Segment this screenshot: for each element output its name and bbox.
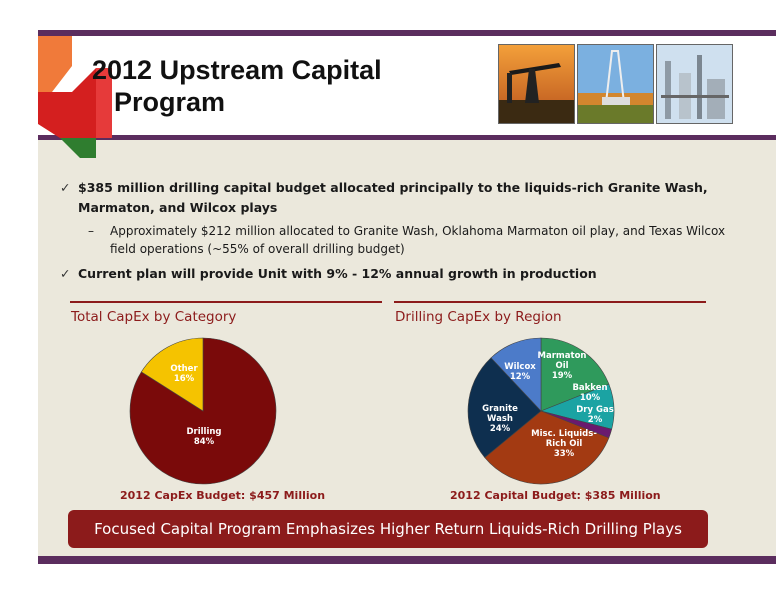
checkmark-icon: ✓ <box>60 180 71 195</box>
title-line-2: Program <box>114 87 226 117</box>
pie-label-bakken: Bakken <box>572 383 607 393</box>
pie-label-other: Other <box>170 364 198 374</box>
bottom-band <box>38 556 776 564</box>
pie-label-drilling: Drilling <box>186 427 221 437</box>
pie-label-other: 16% <box>174 374 195 384</box>
bullet-2: ✓ Current plan will provide Unit with 9%… <box>60 264 750 284</box>
bullet-2-text: Current plan will provide Unit with 9% -… <box>78 266 597 281</box>
unit-corporation-logo <box>38 36 112 158</box>
pie-label-misc-liquids-rich-oil: 33% <box>554 449 575 459</box>
pie-label-granite-wash: Wash <box>487 414 513 424</box>
pie-label-dry-gas: 2% <box>588 415 603 425</box>
title-line-1: 2012 Upstream Capital <box>92 55 382 85</box>
pie-slice-marmaton-oil <box>540 337 610 412</box>
logo-green-shape <box>60 138 96 158</box>
dash-marker: – <box>88 224 94 238</box>
pie-label-marmaton-oil: Marmaton <box>538 351 587 361</box>
page-title: 2012 Upstream Capital Program <box>92 54 422 118</box>
pie-label-misc-liquids-rich-oil: Rich Oil <box>546 439 583 449</box>
logo-orange-shape <box>38 36 72 92</box>
chart-1-rule <box>70 301 382 303</box>
pie-label-marmaton-oil: 19% <box>552 371 573 381</box>
pie-slice-wilcox <box>490 337 542 412</box>
pie-label-drilling: 84% <box>194 437 215 447</box>
logo-red-shape <box>38 68 96 138</box>
pie-slice-granite-wash <box>467 357 542 458</box>
pie-label-bakken: 10% <box>580 393 601 403</box>
pie-label-granite-wash: Granite <box>482 404 518 414</box>
bullet-1-text: $385 million drilling capital budget all… <box>78 180 708 215</box>
pie-label-wilcox: Wilcox <box>504 362 536 372</box>
drilling-rig-photo <box>577 44 654 124</box>
logo-red-edge <box>96 68 112 138</box>
chart-1-title: Total CapEx by Category <box>71 309 237 325</box>
processing-plant-photo <box>656 44 733 124</box>
chart-1-caption: 2012 CapEx Budget: $457 Million <box>120 489 326 502</box>
pie-label-marmaton-oil: Oil <box>555 361 568 371</box>
pumpjack-photo <box>498 44 575 124</box>
chart-2-title: Drilling CapEx by Region <box>395 309 562 325</box>
top-band <box>38 30 776 36</box>
checkmark-icon: ✓ <box>60 266 71 281</box>
pie-slice-other <box>140 337 204 412</box>
sub-bullet-1-text: Approximately $212 million allocated to … <box>110 224 726 256</box>
sub-bullet-1: – Approximately $212 million allocated t… <box>60 222 750 258</box>
header-divider <box>38 135 776 140</box>
chart-2-caption: 2012 Capital Budget: $385 Million <box>450 489 661 502</box>
pie-label-dry-gas: Dry Gas <box>576 405 614 415</box>
chart-2-rule <box>394 301 706 303</box>
pie-label-wilcox: 12% <box>510 372 531 382</box>
bullet-list: ✓ $385 million drilling capital budget a… <box>60 178 750 284</box>
callout-banner: Focused Capital Program Emphasizes Highe… <box>68 510 708 548</box>
pie-label-misc-liquids-rich-oil: Misc. Liquids- <box>531 429 597 439</box>
pie-label-granite-wash: 24% <box>490 424 511 434</box>
content-background <box>38 140 776 556</box>
bullet-1: ✓ $385 million drilling capital budget a… <box>60 178 750 218</box>
pie-slice-misc-liquids-rich-oil <box>484 410 610 485</box>
